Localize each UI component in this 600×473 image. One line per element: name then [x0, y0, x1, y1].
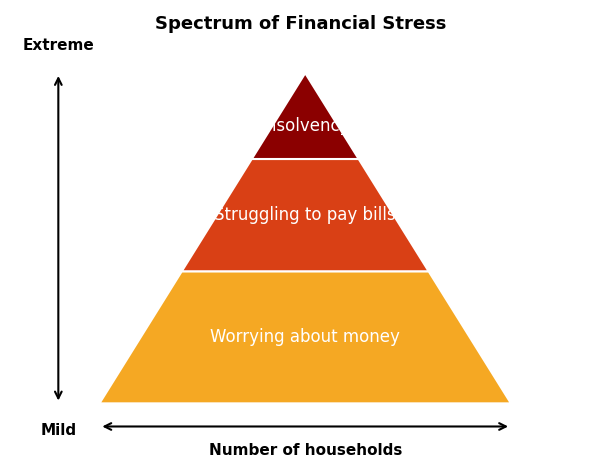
Text: Struggling to pay bills: Struggling to pay bills — [214, 206, 396, 224]
Text: Worrying about money: Worrying about money — [210, 328, 400, 346]
Text: Extreme: Extreme — [22, 38, 94, 53]
Text: Insolvency: Insolvency — [261, 117, 349, 135]
Polygon shape — [182, 159, 428, 272]
Polygon shape — [252, 73, 359, 159]
Text: Number of households: Number of households — [209, 443, 402, 458]
Polygon shape — [100, 272, 511, 403]
Text: Mild: Mild — [40, 423, 76, 438]
Title: Spectrum of Financial Stress: Spectrum of Financial Stress — [155, 15, 447, 33]
